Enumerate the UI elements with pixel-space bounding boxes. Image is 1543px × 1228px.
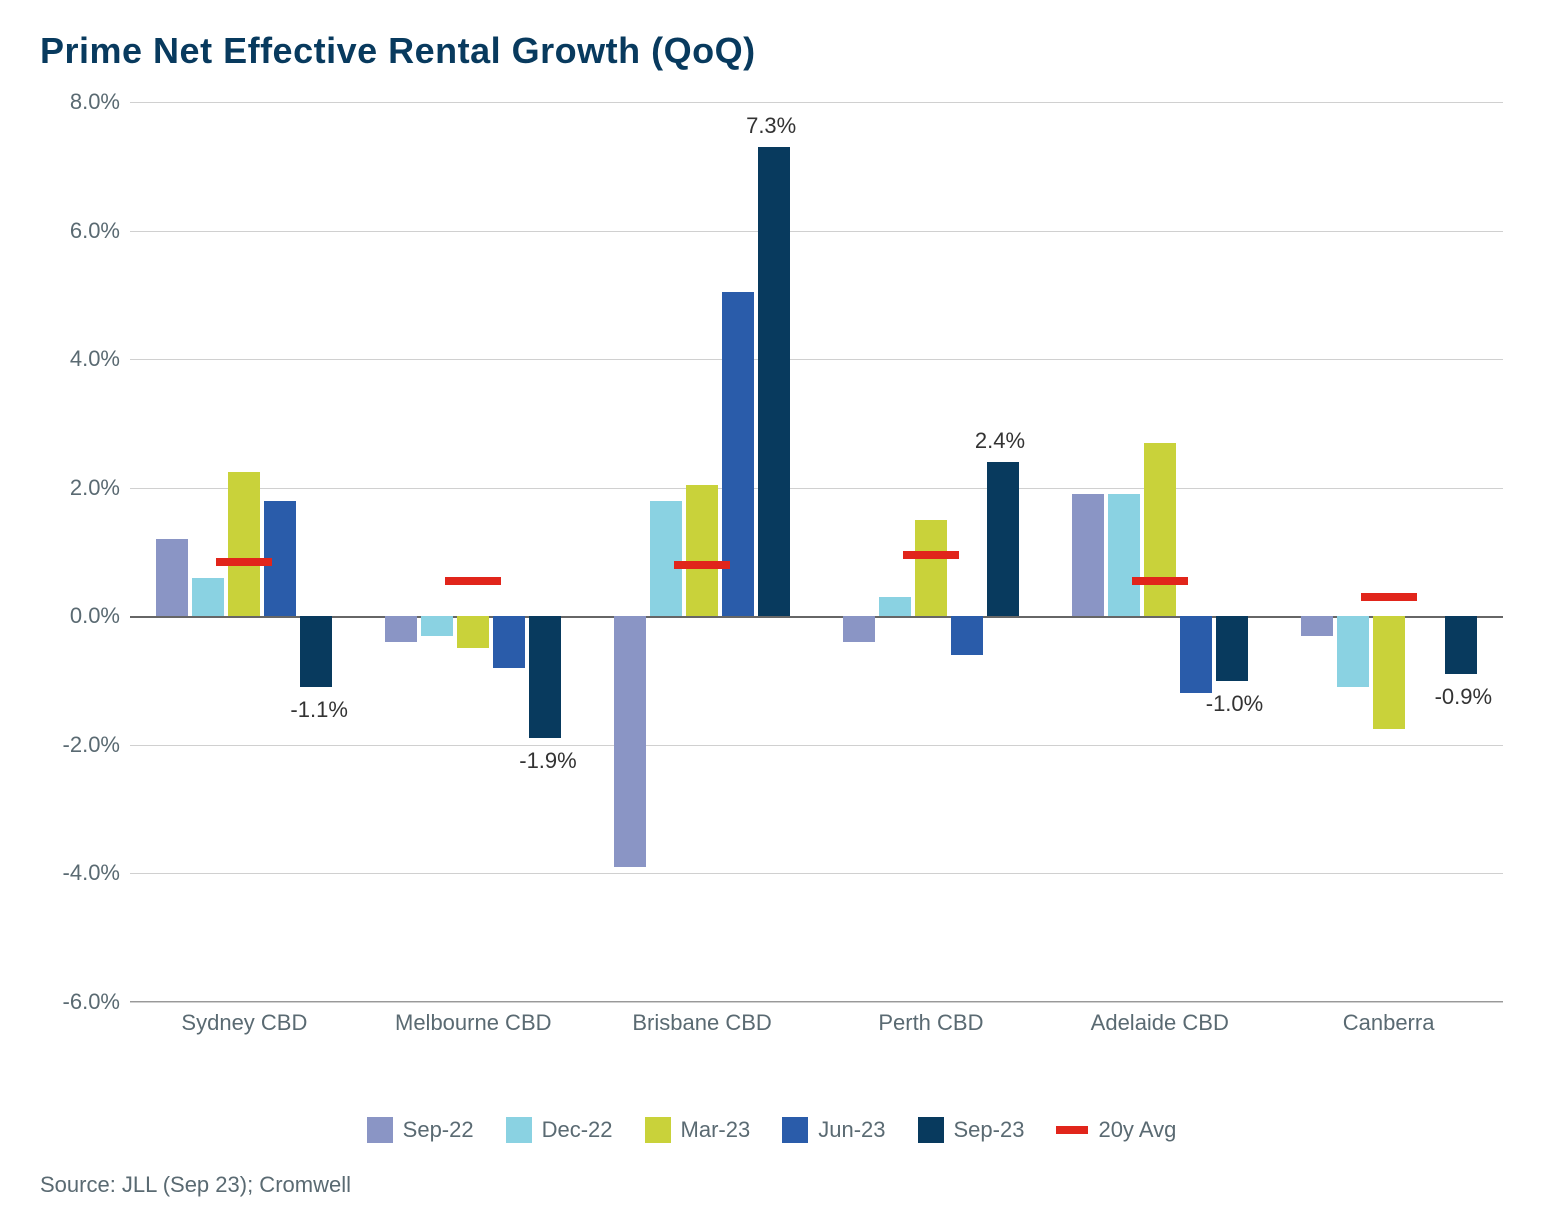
data-label: -1.0% xyxy=(1206,691,1263,717)
legend-swatch xyxy=(506,1117,532,1143)
legend-swatch xyxy=(367,1117,393,1143)
bar-dec22 xyxy=(650,501,682,617)
bar-dec22 xyxy=(192,578,224,617)
gridline xyxy=(130,1002,1503,1003)
legend-label: Sep-22 xyxy=(403,1117,474,1143)
bar-sep22 xyxy=(385,616,417,642)
data-label: -1.9% xyxy=(519,748,576,774)
bar-jun23 xyxy=(1180,616,1212,693)
avg-marker xyxy=(1361,593,1417,601)
bar-sep22 xyxy=(1301,616,1333,635)
y-tick-label: 4.0% xyxy=(40,346,120,372)
legend-item: Mar-23 xyxy=(645,1117,751,1143)
avg-marker xyxy=(903,551,959,559)
bar-sep23 xyxy=(529,616,561,738)
zero-line xyxy=(130,616,1503,618)
y-tick-label: 0.0% xyxy=(40,603,120,629)
x-tick-label: Adelaide CBD xyxy=(1091,1010,1229,1036)
x-tick-label: Melbourne CBD xyxy=(395,1010,552,1036)
bar-mar23 xyxy=(228,472,260,617)
legend-swatch xyxy=(782,1117,808,1143)
data-label: -0.9% xyxy=(1435,684,1492,710)
y-tick-label: 8.0% xyxy=(40,89,120,115)
y-tick-label: -6.0% xyxy=(40,989,120,1015)
legend-label: Dec-22 xyxy=(542,1117,613,1143)
bar-dec22 xyxy=(421,616,453,635)
x-tick-label: Brisbane CBD xyxy=(632,1010,771,1036)
x-tick-label: Sydney CBD xyxy=(181,1010,307,1036)
bar-jun23 xyxy=(493,616,525,667)
bar-sep23 xyxy=(1445,616,1477,674)
bar-mar23 xyxy=(915,520,947,616)
bar-sep23 xyxy=(300,616,332,687)
legend-swatch xyxy=(1056,1126,1088,1134)
y-tick-label: 2.0% xyxy=(40,475,120,501)
y-tick-label: -2.0% xyxy=(40,732,120,758)
gridline xyxy=(130,102,1503,103)
bar-mar23 xyxy=(686,485,718,617)
bar-sep23 xyxy=(758,147,790,616)
chart-container: -1.1%-1.9%7.3%2.4%-1.0%-0.9% Sep-22Dec-2… xyxy=(40,92,1503,1092)
bar-sep22 xyxy=(614,616,646,867)
legend-item: 20y Avg xyxy=(1056,1117,1176,1143)
data-label: -1.1% xyxy=(290,697,347,723)
y-tick-label: 6.0% xyxy=(40,218,120,244)
gridline xyxy=(130,231,1503,232)
bar-sep22 xyxy=(843,616,875,642)
legend-label: Sep-23 xyxy=(954,1117,1025,1143)
bar-mar23 xyxy=(457,616,489,648)
gridline xyxy=(130,745,1503,746)
data-label: 7.3% xyxy=(746,113,796,139)
bar-dec22 xyxy=(1337,616,1369,687)
bar-dec22 xyxy=(879,597,911,616)
avg-marker xyxy=(445,577,501,585)
bar-sep22 xyxy=(1072,494,1104,616)
legend: Sep-22 Dec-22 Mar-23 Jun-23 Sep-23 20y Avg xyxy=(40,1117,1503,1143)
chart-title: Prime Net Effective Rental Growth (QoQ) xyxy=(40,30,1503,72)
legend-item: Jun-23 xyxy=(782,1117,885,1143)
x-tick-label: Perth CBD xyxy=(878,1010,983,1036)
legend-label: Jun-23 xyxy=(818,1117,885,1143)
legend-swatch xyxy=(645,1117,671,1143)
avg-marker xyxy=(216,558,272,566)
legend-item: Sep-23 xyxy=(918,1117,1025,1143)
avg-marker xyxy=(674,561,730,569)
source-attribution: Source: JLL (Sep 23); Cromwell xyxy=(40,1172,1503,1198)
bar-sep23 xyxy=(987,462,1019,616)
data-label: 2.4% xyxy=(975,428,1025,454)
legend-item: Dec-22 xyxy=(506,1117,613,1143)
bar-mar23 xyxy=(1144,443,1176,617)
legend-label: 20y Avg xyxy=(1098,1117,1176,1143)
bar-jun23 xyxy=(951,616,983,655)
gridline xyxy=(130,359,1503,360)
bar-mar23 xyxy=(1373,616,1405,729)
gridline xyxy=(130,488,1503,489)
y-tick-label: -4.0% xyxy=(40,860,120,886)
bar-dec22 xyxy=(1108,494,1140,616)
avg-marker xyxy=(1132,577,1188,585)
plot-area: -1.1% -1.9% 7.3% 2.4% -1.0% -0.9% xyxy=(130,102,1503,1002)
legend-label: Mar-23 xyxy=(681,1117,751,1143)
x-tick-label: Canberra xyxy=(1343,1010,1435,1036)
gridline xyxy=(130,873,1503,874)
bar-sep22 xyxy=(156,539,188,616)
legend-item: Sep-22 xyxy=(367,1117,474,1143)
bar-sep23 xyxy=(1216,616,1248,680)
legend-swatch xyxy=(918,1117,944,1143)
